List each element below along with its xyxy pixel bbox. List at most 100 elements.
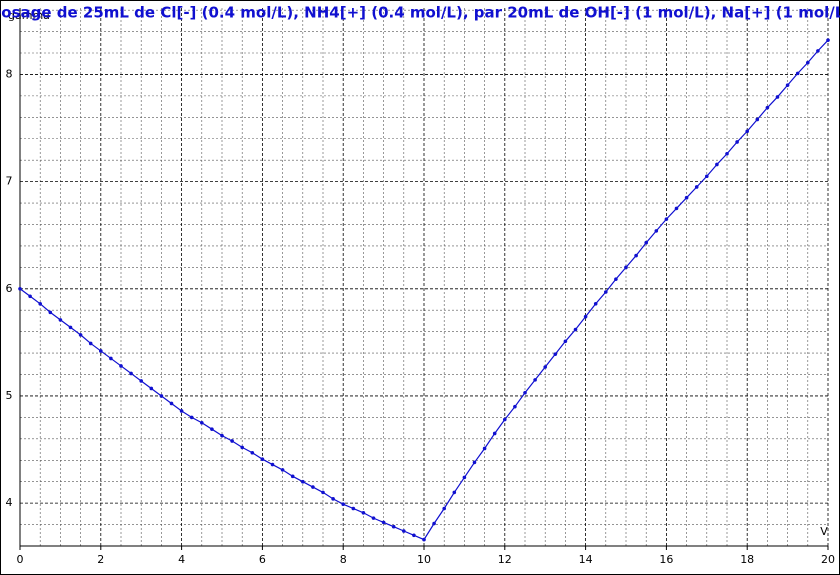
data-point (705, 174, 709, 179)
data-point (513, 404, 517, 409)
x-tick-label: 20 (821, 553, 835, 566)
data-point (573, 327, 578, 332)
data-point (563, 339, 568, 344)
data-point (442, 506, 447, 511)
data-point (654, 229, 659, 233)
data-point (452, 490, 457, 495)
data-point (523, 390, 527, 395)
data-point (664, 217, 669, 221)
data-point (593, 301, 598, 306)
data-point (210, 427, 214, 431)
data-point (755, 117, 760, 122)
y-tick-label: 6 (6, 282, 13, 295)
data-point (321, 490, 325, 495)
data-point (311, 485, 315, 489)
data-point (422, 537, 426, 542)
data-point (99, 349, 103, 353)
data-point (200, 420, 204, 425)
data-point (250, 450, 255, 455)
y-tick-label: 4 (6, 496, 13, 509)
data-point (735, 140, 739, 144)
x-tick-label: 18 (740, 553, 754, 566)
data-point (745, 129, 749, 134)
data-point (472, 460, 477, 465)
data-point (462, 475, 467, 480)
data-point (795, 71, 800, 76)
data-point (694, 185, 699, 189)
data-point (482, 446, 487, 451)
data-point (230, 439, 234, 443)
data-point (88, 341, 93, 346)
data-point (280, 468, 285, 472)
x-tick-label: 16 (659, 553, 673, 566)
data-point (614, 277, 618, 281)
data-point (503, 417, 507, 422)
data-point (28, 294, 32, 299)
x-tick-label: 14 (579, 553, 593, 566)
data-point (149, 386, 154, 391)
data-point (78, 333, 83, 337)
data-point (604, 290, 608, 294)
data-point (159, 394, 164, 398)
data-point (18, 286, 22, 291)
data-point (351, 506, 356, 511)
x-axis-label: V (820, 525, 828, 538)
data-point (402, 529, 406, 533)
data-point (412, 533, 416, 538)
data-point (139, 379, 143, 383)
data-point (674, 206, 679, 211)
data-point (129, 371, 133, 376)
x-tick-label: 8 (340, 553, 347, 566)
data-point (68, 325, 73, 330)
data-point (684, 195, 689, 200)
data-point (634, 253, 638, 258)
data-point (331, 497, 335, 501)
x-tick-label: 4 (178, 553, 185, 566)
y-axis-label: gamma (8, 9, 50, 22)
data-point (816, 49, 820, 53)
x-tick-label: 0 (17, 553, 24, 566)
data-point (301, 479, 305, 484)
data-point (179, 409, 184, 413)
data-point (48, 310, 53, 315)
data-point (240, 445, 244, 450)
data-point (220, 433, 224, 438)
chart-title: Dosage de 25mL de Cl[-] (0.4 mol/L), NH4… (0, 4, 840, 22)
data-point (290, 474, 295, 479)
data-point (371, 516, 376, 520)
y-tick-label: 5 (6, 389, 13, 402)
data-point (644, 240, 648, 245)
y-tick-label: 7 (6, 175, 13, 188)
data-point (169, 401, 174, 406)
data-point (715, 162, 719, 167)
x-tick-label: 6 (259, 553, 266, 566)
data-point (260, 457, 265, 461)
x-tick-label: 2 (97, 553, 104, 566)
data-point (432, 521, 436, 526)
data-point (624, 265, 628, 270)
x-tick-label: 10 (417, 553, 431, 566)
grid (19, 8, 829, 550)
data-point (543, 365, 547, 369)
data-point (785, 83, 790, 87)
data-point (270, 462, 275, 467)
x-tick-label: 12 (498, 553, 512, 566)
data-point (119, 364, 123, 368)
data-point (381, 520, 386, 525)
data-point (361, 510, 366, 515)
data-point (492, 431, 497, 436)
data-point (109, 356, 113, 361)
plot: 0 2 4 6 8 10 12 14 16 18 20 4 5 6 7 8 (6, 38, 835, 566)
data-point (725, 151, 729, 156)
data-point (553, 352, 558, 356)
data-point (583, 314, 588, 319)
data-point (38, 301, 42, 306)
data-point (58, 318, 63, 322)
y-tick-label: 8 (6, 67, 13, 80)
data-point (533, 378, 537, 382)
data-point (765, 105, 770, 110)
data-point (806, 60, 810, 65)
data-point (189, 415, 194, 420)
